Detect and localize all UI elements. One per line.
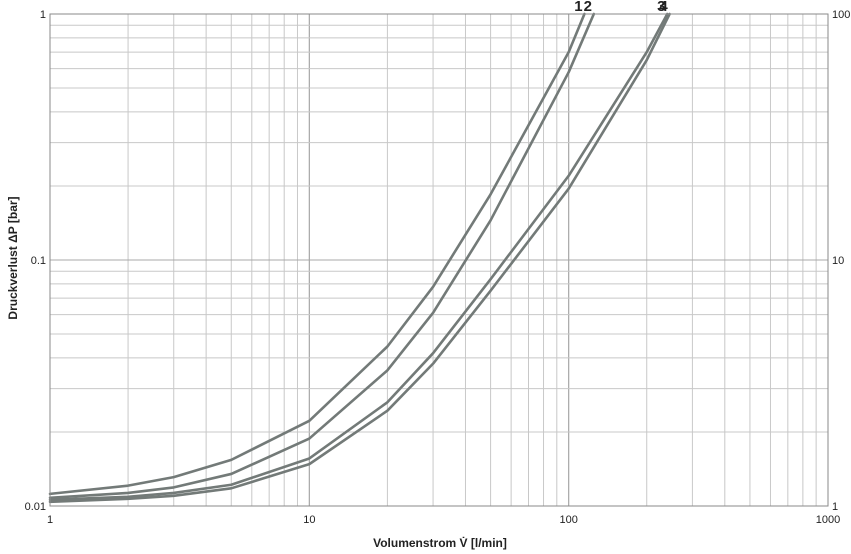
y-tick-label: 0.01 [25, 501, 46, 513]
curves [48, 12, 671, 504]
y-axis-title: Druckverlust ΔP [bar] [6, 196, 20, 319]
x-tick-label: 100 [559, 514, 577, 526]
x-tick-labels: 1 10 100 1000 [47, 514, 840, 526]
y2-tick-label: 10 [832, 255, 844, 267]
curve-label-4: 4 [659, 0, 668, 15]
curve-4 [48, 12, 671, 504]
y2-tick-label: 100 [832, 9, 850, 21]
y-tick-labels: 0.01 0.1 1 [25, 9, 46, 513]
plot-frame [49, 13, 829, 507]
curve-3 [48, 12, 669, 502]
y-tick-label: 1 [40, 9, 46, 21]
grid [49, 13, 829, 507]
x-tick-label: 10 [303, 514, 315, 526]
y2-tick-labels: 1 10 100 [832, 9, 850, 513]
curve-labels: 1 2 34 [574, 0, 668, 15]
curve-1 [48, 12, 586, 496]
y2-tick-label: 1 [832, 501, 838, 513]
curve-label-2: 2 [584, 0, 592, 15]
curve-label-1: 1 [574, 0, 582, 15]
x-axis-title: Volumenstrom V̇ [l/min] [373, 535, 507, 550]
x-tick-label: 1 [47, 514, 53, 526]
x-tick-label: 1000 [816, 514, 840, 526]
y-tick-label: 0.1 [31, 255, 46, 267]
curve-2 [48, 12, 596, 500]
curve-label-3: 3 [657, 0, 665, 15]
